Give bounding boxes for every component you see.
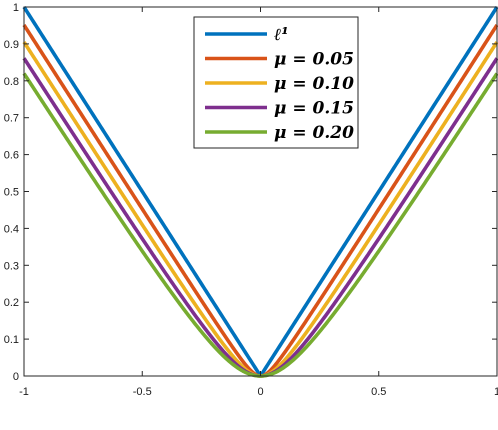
y-tick-label: 0.7 bbox=[4, 113, 19, 125]
y-tick-label: 0.8 bbox=[4, 76, 19, 88]
y-tick-label: 0 bbox=[13, 371, 19, 383]
y-axis-ticks: 0 0.1 0.2 0.3 0.4 0.5 0.6 0.7 0.8 0.9 1 bbox=[4, 2, 497, 383]
y-tick-label: 0.2 bbox=[4, 297, 19, 309]
x-tick-label: -1 bbox=[19, 386, 29, 398]
legend-label: ℓ¹ bbox=[274, 25, 289, 45]
legend: ℓ¹ μ = 0.05 μ = 0.10 μ = 0.15 μ = 0.20 bbox=[193, 16, 359, 149]
y-tick-label: 0.5 bbox=[4, 187, 19, 199]
y-tick-label: 1 bbox=[13, 2, 19, 14]
y-tick-label: 0.3 bbox=[4, 260, 19, 272]
x-tick-label: 0 bbox=[257, 386, 263, 398]
y-tick-label: 0.9 bbox=[4, 39, 19, 51]
legend-label: μ = 0.15 bbox=[274, 99, 354, 119]
y-tick-label: 0.1 bbox=[4, 334, 19, 346]
x-axis-ticks: -1 -0.5 0 0.5 1 bbox=[19, 7, 498, 398]
x-tick-label: -0.5 bbox=[133, 386, 152, 398]
x-tick-label: 1 bbox=[494, 386, 498, 398]
y-tick-label: 0.6 bbox=[4, 150, 19, 162]
legend-label: μ = 0.20 bbox=[274, 123, 354, 143]
x-tick-label: 0.5 bbox=[371, 386, 386, 398]
legend-label: μ = 0.05 bbox=[274, 50, 354, 70]
y-tick-label: 0.4 bbox=[4, 223, 19, 235]
legend-label: μ = 0.10 bbox=[274, 74, 354, 94]
